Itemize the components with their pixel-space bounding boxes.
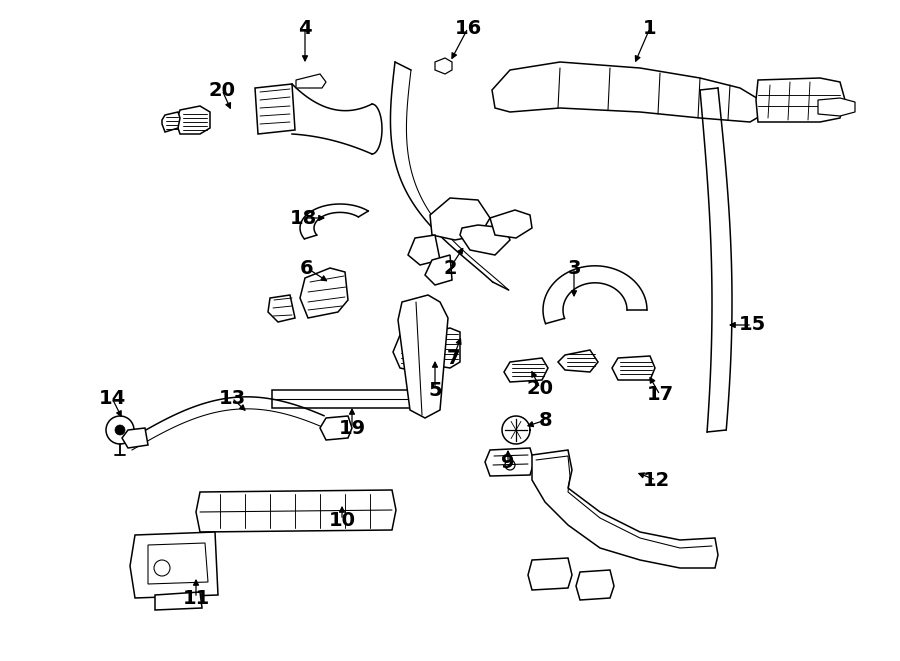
Circle shape bbox=[115, 425, 125, 435]
Text: 13: 13 bbox=[219, 389, 246, 407]
Polygon shape bbox=[558, 350, 598, 372]
Polygon shape bbox=[485, 448, 534, 476]
Polygon shape bbox=[528, 558, 572, 590]
Text: 20: 20 bbox=[526, 379, 554, 397]
Polygon shape bbox=[320, 416, 352, 440]
Polygon shape bbox=[490, 210, 532, 238]
Text: 16: 16 bbox=[454, 19, 482, 38]
Polygon shape bbox=[268, 295, 295, 322]
Polygon shape bbox=[612, 356, 655, 380]
Text: 7: 7 bbox=[446, 348, 460, 368]
Polygon shape bbox=[430, 198, 490, 240]
Polygon shape bbox=[532, 450, 718, 568]
Text: 17: 17 bbox=[646, 385, 673, 405]
Text: 15: 15 bbox=[738, 315, 766, 334]
Polygon shape bbox=[122, 428, 148, 448]
Polygon shape bbox=[155, 592, 202, 610]
Text: 14: 14 bbox=[98, 389, 126, 407]
Polygon shape bbox=[176, 106, 210, 134]
Polygon shape bbox=[818, 98, 855, 116]
Text: 4: 4 bbox=[298, 19, 311, 38]
Polygon shape bbox=[255, 84, 295, 134]
Polygon shape bbox=[148, 543, 208, 584]
Polygon shape bbox=[756, 78, 845, 122]
Polygon shape bbox=[425, 328, 460, 368]
Polygon shape bbox=[296, 74, 326, 88]
Text: 20: 20 bbox=[209, 81, 236, 100]
Text: 2: 2 bbox=[443, 258, 457, 278]
Text: 6: 6 bbox=[301, 258, 314, 278]
Polygon shape bbox=[435, 58, 452, 74]
Polygon shape bbox=[504, 358, 548, 382]
Text: 1: 1 bbox=[644, 19, 657, 38]
Text: 3: 3 bbox=[567, 258, 580, 278]
Polygon shape bbox=[492, 62, 762, 122]
Text: 11: 11 bbox=[183, 588, 210, 607]
Text: 12: 12 bbox=[643, 471, 670, 490]
Polygon shape bbox=[398, 295, 448, 418]
Polygon shape bbox=[162, 112, 180, 132]
Polygon shape bbox=[272, 390, 420, 408]
Text: 10: 10 bbox=[328, 510, 356, 529]
Polygon shape bbox=[460, 225, 510, 255]
Polygon shape bbox=[576, 570, 614, 600]
Text: 18: 18 bbox=[290, 208, 317, 227]
Text: 9: 9 bbox=[501, 453, 515, 471]
Text: 19: 19 bbox=[338, 418, 365, 438]
Polygon shape bbox=[196, 490, 396, 532]
Polygon shape bbox=[425, 255, 452, 285]
Polygon shape bbox=[408, 235, 440, 265]
Polygon shape bbox=[130, 532, 218, 598]
Text: 5: 5 bbox=[428, 381, 442, 399]
Polygon shape bbox=[300, 268, 348, 318]
Text: 8: 8 bbox=[539, 410, 553, 430]
Polygon shape bbox=[393, 332, 428, 372]
